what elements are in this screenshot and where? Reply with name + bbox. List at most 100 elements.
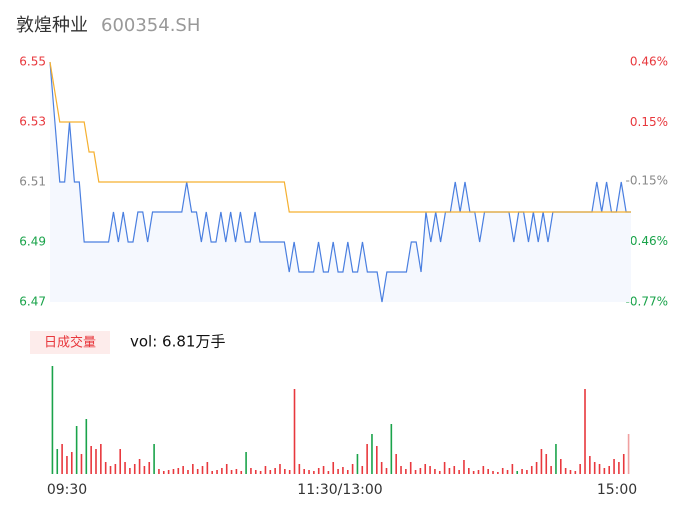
volume-bar: [356, 454, 359, 474]
volume-bar: [129, 468, 131, 474]
volume-bar: [608, 466, 611, 474]
volume-bar: [618, 462, 620, 474]
volume-bar: [230, 470, 233, 474]
volume-bar: [506, 470, 509, 474]
volume-bar: [192, 464, 194, 474]
volume-bar: [468, 468, 470, 474]
volume-bar: [109, 466, 112, 474]
y-tick-label: 6.49: [19, 235, 46, 249]
volume-bar: [409, 462, 412, 474]
volume-bar: [313, 471, 315, 474]
volume-bar: [550, 466, 552, 474]
volume-bar: [158, 469, 160, 474]
volume-bar: [448, 468, 451, 474]
volume-bar: [380, 462, 383, 474]
volume-bar: [196, 469, 199, 474]
volume-text: vol: 6.81万手: [130, 333, 225, 351]
volume-bar: [206, 462, 209, 474]
average-line: [49, 61, 631, 213]
volume-bar: [569, 470, 572, 474]
volume-bar: [303, 469, 305, 474]
y-tick-label: 6.51: [19, 175, 46, 189]
volume-bar: [361, 466, 364, 474]
volume-bar: [443, 462, 446, 474]
volume-bar: [85, 419, 88, 474]
volume-bar: [274, 468, 276, 474]
volume-bar: [250, 468, 252, 474]
stock-code: 600354.SH: [101, 15, 200, 36]
volume-bar: [487, 469, 489, 474]
volume-bar: [385, 468, 388, 474]
volume-bar: [259, 471, 262, 474]
volume-bar: [627, 434, 630, 474]
volume-bar: [133, 464, 136, 474]
volume-bar: [211, 471, 213, 474]
volume-bar: [555, 444, 557, 474]
volume-bar: [327, 471, 330, 474]
volume-bar: [245, 452, 247, 474]
x-tick-label: 11:30/13:00: [297, 482, 382, 498]
volume-bar: [51, 366, 54, 474]
volume-bar: [429, 466, 431, 474]
volume-bar: [564, 468, 567, 474]
y-tick-label: 6.55: [19, 55, 46, 69]
volume-bar: [138, 459, 141, 474]
volume-bar: [95, 449, 97, 474]
volume-bar: [61, 444, 63, 474]
volume-bar: [167, 470, 170, 474]
volume-bar: [254, 470, 257, 474]
volume-bar: [453, 466, 456, 474]
volume-bar: [119, 449, 122, 474]
volume-bar: [351, 464, 354, 474]
volume-bar: [182, 466, 184, 474]
x-tick-label: 15:00: [597, 482, 637, 498]
volume-bar: [279, 464, 281, 474]
volume-bar: [438, 471, 441, 474]
y2-tick-label: -0.77%: [626, 295, 668, 309]
volume-bar: [75, 426, 78, 474]
volume-bar: [434, 469, 436, 474]
y2-tick-label: 0.46%: [630, 55, 668, 69]
volume-bar: [104, 462, 107, 474]
volume-bar: [395, 454, 397, 474]
volume-bar: [148, 462, 151, 474]
volume-bar: [288, 470, 291, 474]
price-line: [49, 61, 631, 303]
volume-bar: [376, 446, 378, 474]
volume-bar: [598, 464, 601, 474]
volume-bar: [472, 471, 475, 474]
y2-tick-label: 0.15%: [630, 115, 668, 129]
volume-bar: [284, 469, 286, 474]
volume-bar: [114, 464, 117, 474]
volume-bar: [153, 444, 155, 474]
volume-bar: [593, 462, 596, 474]
volume-bar: [240, 471, 243, 474]
volume-bar: [298, 464, 301, 474]
volume-bar: [516, 471, 519, 474]
volume-bar: [419, 468, 422, 474]
volume-bar: [187, 470, 189, 474]
volume-bar: [414, 470, 417, 474]
volume-bar: [482, 466, 485, 474]
volume-bar: [124, 462, 126, 474]
volume-bar: [342, 467, 344, 474]
volume-bar: [317, 468, 320, 474]
volume-bar: [589, 456, 591, 474]
volume-bar: [390, 424, 393, 474]
volume-bar: [521, 469, 523, 474]
stock-name: 敦煌种业: [16, 15, 88, 36]
volume-bar: [371, 434, 373, 474]
volume-badge: 日成交量: [44, 335, 96, 351]
volume-bar: [366, 444, 368, 474]
volume-bar: [497, 472, 499, 474]
volume-bar: [526, 470, 528, 474]
volume-bar: [337, 469, 339, 474]
volume-bar: [405, 469, 407, 474]
volume-bar: [308, 470, 310, 474]
y-tick-label: 6.47: [19, 295, 46, 309]
volume-bar: [346, 470, 349, 474]
volume-bar: [613, 459, 615, 474]
volume-bar: [162, 471, 165, 474]
volume-badge-bg: [30, 331, 110, 354]
